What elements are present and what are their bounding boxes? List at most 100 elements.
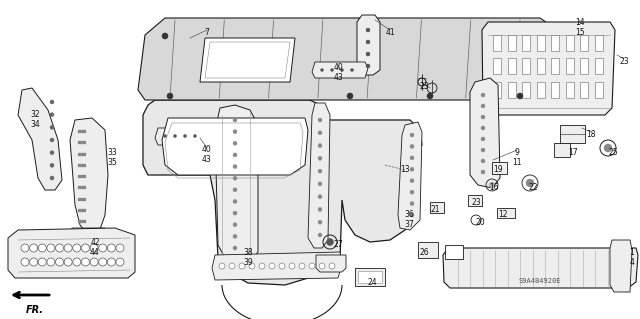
Circle shape [167,93,173,99]
Circle shape [73,244,81,252]
Text: S9A4B4920E: S9A4B4920E [519,278,561,284]
Text: 4: 4 [630,258,634,267]
Text: 16: 16 [489,183,499,192]
Circle shape [47,258,55,266]
Circle shape [410,179,414,183]
Text: FR.: FR. [26,305,44,315]
Circle shape [481,137,485,141]
Bar [497,208,515,218]
Polygon shape [68,228,108,242]
Circle shape [410,133,414,137]
Circle shape [56,258,63,266]
Circle shape [29,244,38,252]
Circle shape [90,258,98,266]
Polygon shape [70,118,108,238]
Text: 38: 38 [243,248,253,257]
Circle shape [347,93,353,99]
Polygon shape [443,248,638,288]
Circle shape [233,223,237,227]
Polygon shape [138,18,550,100]
Circle shape [410,145,414,148]
Circle shape [410,202,414,205]
Text: 44: 44 [90,248,100,257]
Bar [566,58,574,74]
Bar [78,209,86,212]
Circle shape [233,130,237,134]
Circle shape [116,244,124,252]
Text: 13: 13 [400,165,410,174]
Polygon shape [470,78,500,188]
Circle shape [81,258,90,266]
Circle shape [233,165,237,168]
Circle shape [319,263,325,269]
Circle shape [318,118,322,122]
Text: 21: 21 [430,205,440,214]
Circle shape [481,93,485,97]
Polygon shape [8,228,135,278]
Bar [551,82,559,98]
Text: 35: 35 [107,158,117,167]
Text: 18: 18 [586,130,596,139]
Circle shape [50,125,54,129]
Bar [492,162,507,174]
Text: 24: 24 [367,278,377,287]
Circle shape [56,244,63,252]
Circle shape [318,156,322,160]
Circle shape [481,170,485,174]
Polygon shape [398,122,422,230]
Bar [78,186,86,189]
Circle shape [366,64,370,68]
Circle shape [410,213,414,217]
Bar [508,35,516,51]
Circle shape [64,244,72,252]
Bar [78,130,86,133]
Bar [537,82,545,98]
Text: 14: 14 [575,18,585,27]
Circle shape [249,263,255,269]
Circle shape [318,195,322,199]
Bar [78,164,86,167]
Circle shape [309,263,315,269]
Circle shape [50,113,54,117]
Text: 33: 33 [107,148,117,157]
Circle shape [340,69,344,71]
Circle shape [233,153,237,157]
Circle shape [410,167,414,171]
Bar [537,35,545,51]
Circle shape [489,182,495,188]
Text: 26: 26 [419,248,429,257]
Circle shape [233,246,237,250]
Circle shape [193,135,196,137]
Bar [566,82,574,98]
Circle shape [47,244,55,252]
Polygon shape [215,105,258,265]
Circle shape [366,28,370,32]
Circle shape [289,263,295,269]
Circle shape [604,144,612,152]
Circle shape [526,179,534,187]
Polygon shape [312,62,368,78]
Polygon shape [316,255,346,272]
Circle shape [50,163,54,167]
Bar [493,82,501,98]
Polygon shape [18,88,62,190]
Circle shape [259,263,265,269]
Circle shape [366,40,370,44]
Circle shape [321,69,323,71]
Circle shape [233,188,237,192]
Text: 40: 40 [333,63,343,72]
Text: 36: 36 [404,210,414,219]
Bar [445,245,463,259]
Circle shape [233,176,237,180]
Bar [78,175,86,178]
Bar [418,242,438,258]
Text: 34: 34 [30,120,40,129]
Bar [493,35,501,51]
Circle shape [233,199,237,204]
Circle shape [517,93,523,99]
Circle shape [481,104,485,108]
Bar [560,125,585,143]
Text: 15: 15 [575,28,585,37]
Text: 25: 25 [608,148,618,157]
Bar [358,271,382,283]
